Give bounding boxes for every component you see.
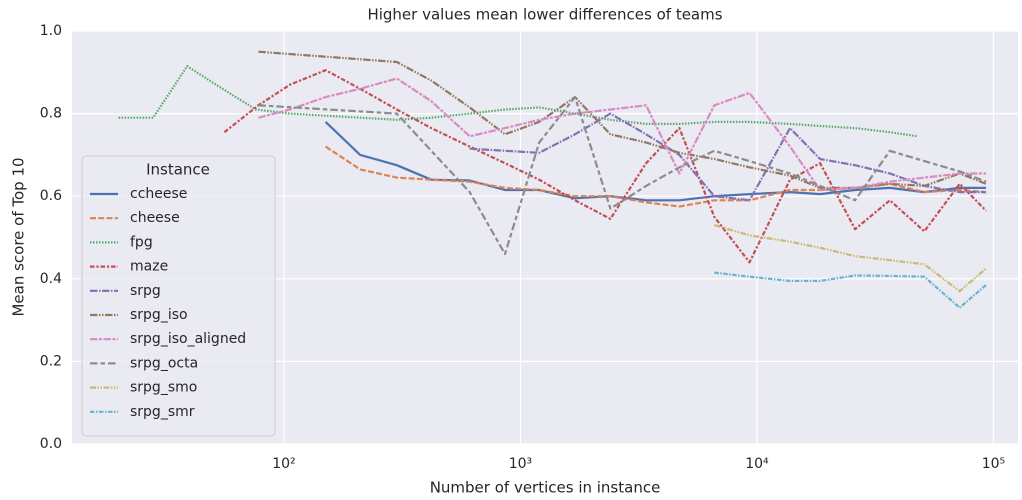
series-line — [223, 69, 987, 264]
y-tick-label: 0.0 — [40, 436, 62, 452]
x-tick-label: 10⁴ — [745, 456, 769, 472]
series-line — [118, 65, 919, 138]
legend-label: srpg_smo — [130, 380, 197, 396]
chart-title: Higher values mean lower differences of … — [367, 6, 722, 24]
series-line — [258, 77, 986, 192]
ticks: 0.0 0.2 0.4 0.6 0.8 1.0 10² 10³ 10⁴ 10⁵ — [40, 23, 1005, 472]
y-axis-label: Mean score of Top 10 — [10, 157, 28, 316]
legend-label: srpg_iso — [130, 307, 188, 323]
x-axis-label: Number of vertices in instance — [430, 479, 661, 497]
x-tick-label: 10⁵ — [982, 456, 1005, 472]
y-tick-label: 0.2 — [40, 353, 62, 369]
legend-label: srpg — [130, 283, 161, 299]
series-line — [469, 112, 986, 202]
legend-label: srpg_octa — [130, 355, 198, 371]
y-tick-label: 0.4 — [40, 271, 62, 287]
y-tick-label: 0.8 — [40, 106, 62, 122]
legend-label: maze — [130, 259, 168, 275]
legend: Instance ccheese cheese fpg maze srpg srpg_iso… — [81, 155, 276, 437]
series-line — [258, 50, 987, 189]
legend-label: cheese — [130, 210, 180, 226]
series-line — [714, 271, 987, 309]
legend-label: fpg — [130, 234, 153, 250]
legend-box — [81, 155, 276, 437]
lines — [118, 50, 987, 309]
legend-label: srpg_smr — [130, 404, 195, 420]
series-line — [713, 224, 987, 293]
y-tick-label: 1.0 — [40, 23, 62, 39]
legend-label: srpg_iso_aligned — [130, 331, 246, 347]
legend-title: Instance — [146, 161, 210, 179]
y-tick-label: 0.6 — [40, 188, 62, 204]
x-tick-label: 10² — [272, 456, 295, 472]
x-tick-label: 10³ — [509, 456, 532, 472]
legend-label: ccheese — [130, 186, 187, 202]
series-line — [258, 96, 987, 256]
